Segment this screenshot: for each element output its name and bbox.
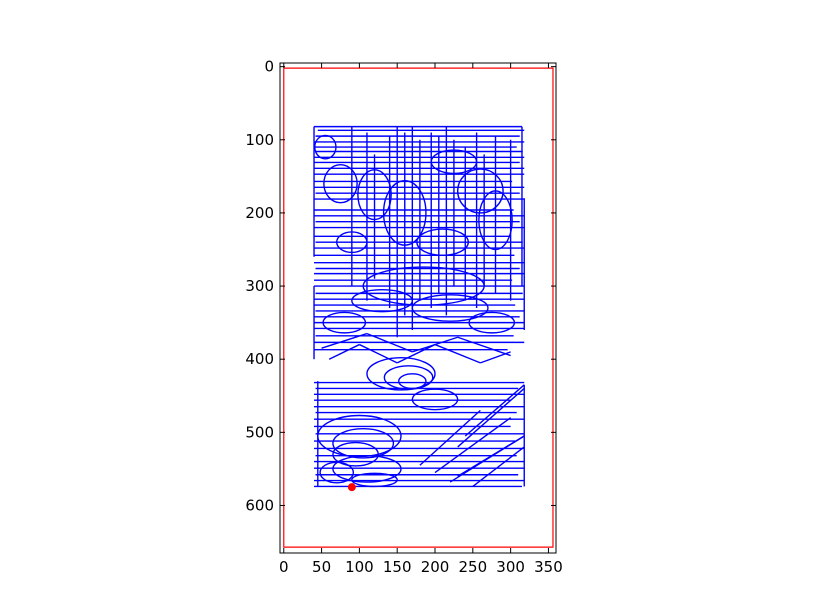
path-loop (366, 357, 436, 391)
axis-ticks: 0 50 100 150 200 250 300 350 0 100 200 300 400 500 600 (245, 58, 562, 576)
y-tick-label: 500 (245, 423, 274, 441)
path-loop (336, 231, 368, 254)
path-segment (434, 343, 481, 364)
path-loop (332, 455, 402, 483)
x-tick-label: 200 (421, 558, 450, 576)
x-tick-label: 50 (312, 558, 331, 576)
x-tick-label: 100 (345, 558, 374, 576)
path-segment (396, 343, 436, 364)
path-segment (457, 435, 525, 477)
path-loop (468, 311, 516, 334)
path-loop (351, 289, 414, 313)
y-tick-label: 600 (245, 496, 274, 514)
y-tick-label: 400 (245, 350, 274, 368)
path-segment (328, 343, 360, 360)
path-loop (398, 373, 427, 390)
x-tick-label: 300 (496, 558, 525, 576)
y-tick-label: 100 (245, 131, 274, 149)
path-segment (434, 417, 512, 474)
y-tick-label: 0 (264, 58, 274, 76)
path-loop (322, 311, 367, 334)
path-loop (332, 427, 395, 459)
path-segment (457, 387, 525, 448)
path-loop (314, 134, 337, 160)
boundary-line (283, 67, 554, 548)
path-loop (319, 461, 355, 484)
path-segment (464, 384, 525, 437)
path-loop (357, 169, 392, 221)
path-segment (366, 332, 413, 353)
path-loop (362, 266, 485, 306)
path-loop (351, 472, 398, 488)
path-loop (416, 228, 469, 257)
path-segment (412, 336, 458, 353)
path-segment (472, 446, 525, 488)
path-loop (411, 294, 489, 322)
path-segment (419, 409, 481, 466)
path-loop (332, 441, 380, 467)
y-tick-label: 300 (245, 277, 274, 295)
x-tick-label: 150 (383, 558, 412, 576)
path-loop (411, 388, 459, 411)
path-loop (323, 163, 358, 204)
path-loop (430, 149, 478, 175)
marker-point (347, 483, 356, 492)
path-loop (383, 365, 434, 390)
path-loop (382, 180, 427, 246)
y-tick-label: 200 (245, 204, 274, 222)
x-tick-label: 350 (534, 558, 563, 576)
plot-data-layer (283, 67, 554, 548)
path-loop (456, 168, 504, 214)
x-tick-label: 0 (279, 558, 289, 576)
path-segment (457, 336, 511, 357)
path-loop (478, 190, 513, 251)
path-segment (321, 332, 368, 349)
path-segment (359, 343, 398, 364)
axes-frame (279, 62, 557, 554)
x-tick-label: 250 (459, 558, 488, 576)
